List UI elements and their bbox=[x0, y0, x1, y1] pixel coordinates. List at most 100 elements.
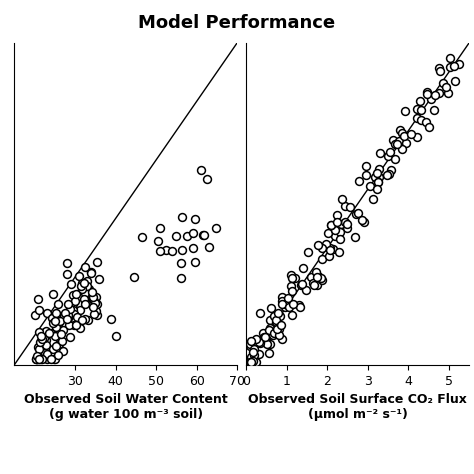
Point bbox=[250, 351, 257, 359]
Point bbox=[356, 177, 363, 185]
Point bbox=[33, 356, 40, 363]
Point bbox=[393, 140, 401, 148]
Point bbox=[269, 331, 277, 338]
Point bbox=[191, 215, 199, 223]
Point bbox=[73, 313, 81, 321]
Point bbox=[70, 310, 78, 318]
Point bbox=[330, 246, 337, 253]
Point bbox=[35, 346, 43, 353]
Point bbox=[276, 312, 284, 319]
Point bbox=[91, 300, 99, 307]
Point bbox=[427, 95, 435, 102]
Point bbox=[252, 335, 260, 343]
Point bbox=[298, 280, 305, 287]
Point bbox=[375, 173, 383, 181]
Point bbox=[43, 341, 50, 349]
Point bbox=[270, 321, 277, 329]
Point bbox=[40, 335, 47, 342]
Point bbox=[328, 221, 335, 229]
Point bbox=[366, 182, 374, 190]
Point bbox=[178, 214, 186, 221]
Point bbox=[266, 340, 274, 347]
Point bbox=[408, 130, 415, 138]
Point bbox=[163, 246, 170, 254]
Point bbox=[375, 165, 383, 173]
Point bbox=[425, 123, 433, 130]
Point bbox=[327, 221, 335, 229]
Point bbox=[94, 300, 101, 308]
Point bbox=[80, 296, 88, 303]
Point bbox=[90, 297, 97, 305]
Point bbox=[50, 290, 57, 298]
Point bbox=[384, 152, 392, 159]
Point bbox=[81, 263, 89, 271]
Point bbox=[66, 333, 74, 340]
Point bbox=[363, 171, 370, 179]
Point bbox=[250, 348, 257, 356]
Point bbox=[422, 118, 430, 125]
Point bbox=[270, 312, 277, 319]
Point bbox=[92, 307, 100, 314]
Point bbox=[331, 232, 339, 239]
Point bbox=[41, 328, 48, 336]
Point bbox=[255, 338, 263, 346]
Point bbox=[436, 89, 443, 96]
Point bbox=[51, 356, 58, 363]
Point bbox=[447, 54, 454, 62]
Point bbox=[417, 116, 425, 124]
Point bbox=[87, 269, 94, 277]
Point bbox=[401, 132, 408, 140]
Point bbox=[71, 310, 78, 317]
Point bbox=[337, 220, 344, 228]
Point bbox=[36, 328, 43, 336]
Point bbox=[300, 264, 307, 271]
Point bbox=[327, 245, 334, 252]
Point bbox=[267, 304, 275, 312]
Point bbox=[318, 276, 326, 283]
Point bbox=[78, 285, 86, 292]
Point bbox=[310, 281, 318, 289]
Point bbox=[52, 323, 59, 330]
Point bbox=[284, 295, 292, 302]
Point bbox=[272, 316, 280, 324]
Point bbox=[64, 300, 72, 308]
X-axis label: Observed Soil Water Content
(g water 100 m⁻³ soil): Observed Soil Water Content (g water 100… bbox=[24, 393, 228, 421]
Point bbox=[80, 279, 87, 286]
Point bbox=[250, 337, 258, 345]
Point bbox=[33, 352, 40, 359]
Point bbox=[34, 356, 41, 363]
Point bbox=[285, 303, 292, 310]
Point bbox=[266, 350, 273, 357]
Point bbox=[54, 301, 62, 308]
Point bbox=[83, 277, 91, 285]
Point bbox=[315, 273, 322, 280]
Point bbox=[331, 227, 338, 234]
Point bbox=[77, 324, 84, 332]
Point bbox=[392, 155, 399, 163]
Point bbox=[70, 301, 77, 308]
Point bbox=[65, 321, 73, 329]
Point bbox=[44, 350, 51, 358]
Point bbox=[274, 309, 282, 317]
Point bbox=[436, 64, 443, 72]
Point bbox=[396, 127, 404, 134]
Point bbox=[386, 148, 394, 156]
Point bbox=[255, 350, 263, 357]
Point bbox=[168, 247, 175, 255]
Point bbox=[423, 91, 430, 98]
Point bbox=[247, 360, 255, 368]
Point bbox=[72, 321, 80, 329]
Point bbox=[455, 60, 463, 68]
Point bbox=[52, 310, 60, 317]
Point bbox=[156, 224, 164, 232]
Point bbox=[336, 235, 344, 243]
Point bbox=[258, 338, 266, 346]
Point bbox=[251, 346, 258, 353]
Point bbox=[46, 329, 53, 337]
Point bbox=[374, 185, 381, 192]
Point bbox=[198, 167, 205, 174]
Point bbox=[439, 80, 447, 87]
Point bbox=[287, 272, 294, 279]
Point bbox=[36, 338, 44, 346]
Point bbox=[52, 342, 59, 350]
